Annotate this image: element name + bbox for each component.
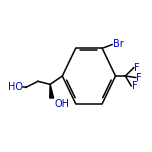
Text: F: F [132,81,137,91]
Text: F: F [134,63,140,73]
Polygon shape [50,84,54,98]
Text: OH: OH [54,99,69,109]
Text: F: F [136,73,142,83]
Text: HO: HO [8,82,23,92]
Text: Br: Br [112,39,123,49]
